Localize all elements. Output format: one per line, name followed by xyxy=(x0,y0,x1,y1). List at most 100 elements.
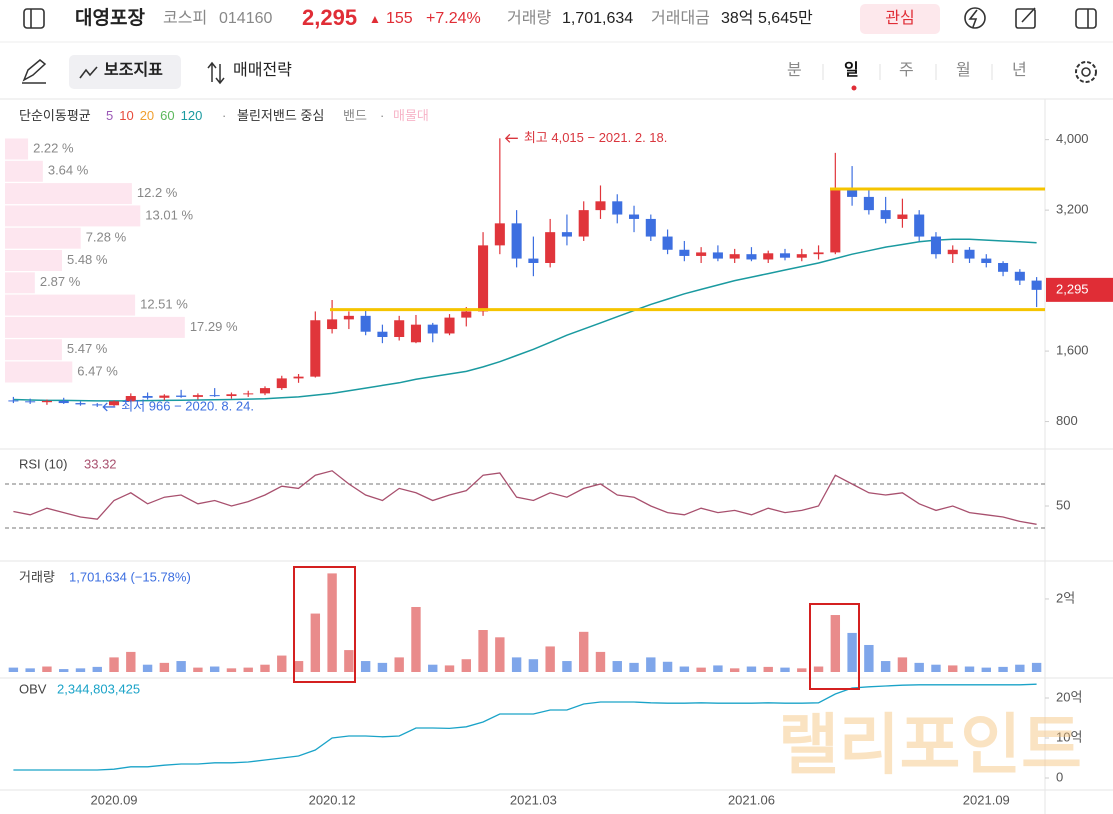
period[interactable]: 일 xyxy=(844,62,859,79)
ma-legend-item[interactable]: 60 xyxy=(160,108,175,123)
draw-icon[interactable] xyxy=(22,59,47,84)
amount-label: 거래대금 xyxy=(651,10,710,27)
stock-name: 대영포장 xyxy=(75,8,145,29)
period[interactable]: 주 xyxy=(899,62,914,79)
volume-bar xyxy=(478,630,488,672)
volume-bar xyxy=(260,664,270,672)
period[interactable]: 월 xyxy=(956,62,971,79)
volume-bar xyxy=(310,613,321,672)
x-tick-label: 2021.06 xyxy=(728,792,775,807)
candle-body xyxy=(511,223,522,259)
volume-profile-label: 7.28 % xyxy=(86,230,127,245)
volume-last: 1,701,634 (−15.78%) xyxy=(69,569,191,584)
candle-body xyxy=(142,396,153,398)
sidebar-icon[interactable] xyxy=(23,8,45,29)
volume-bar xyxy=(92,666,102,672)
volume-bar xyxy=(847,632,857,672)
volume-profile-label: 3.64 % xyxy=(48,163,89,178)
stock-code: 014160 xyxy=(219,10,273,27)
volume-label: 거래량 xyxy=(507,10,552,27)
candle-body xyxy=(914,214,925,237)
ma-legend-item[interactable]: 5 xyxy=(106,108,114,123)
volume-profile-label: 17.29 % xyxy=(190,319,238,334)
volume-bar xyxy=(25,668,35,672)
volume-bar xyxy=(528,659,539,672)
period[interactable]: 분 xyxy=(787,62,802,79)
volume-profile-label: 13.01 % xyxy=(145,207,193,222)
volume-bar xyxy=(830,615,841,672)
candle-body xyxy=(75,403,86,405)
change: 155 xyxy=(386,10,413,27)
candle-body xyxy=(159,395,170,398)
panel-icon[interactable] xyxy=(1075,8,1097,29)
y-tick-label: 1,600 xyxy=(1056,343,1089,358)
volume-bar xyxy=(59,669,69,672)
candle-body xyxy=(478,245,489,312)
volume-bar xyxy=(126,651,136,672)
volume-bar xyxy=(629,662,639,672)
strategy-label[interactable]: 매매전략 xyxy=(233,62,292,79)
candle-body xyxy=(343,315,354,320)
change-arrow: ▲ xyxy=(369,12,381,26)
volume-bar xyxy=(931,664,941,672)
volume-bar xyxy=(646,657,656,672)
flash-icon[interactable] xyxy=(964,7,986,29)
x-tick-label: 2021.03 xyxy=(510,792,557,807)
candle-body xyxy=(847,188,858,197)
volume-bar xyxy=(444,665,455,672)
candle-body xyxy=(276,378,287,389)
volume-bar xyxy=(864,644,874,672)
ma-legend-item[interactable]: 10 xyxy=(119,108,134,123)
candle-body xyxy=(360,315,371,332)
volume-bar xyxy=(42,666,52,672)
volume-bar xyxy=(377,662,388,672)
period[interactable]: 년 xyxy=(1012,62,1027,79)
watch-button[interactable] xyxy=(860,4,940,34)
y-tick-label: 10억 xyxy=(1056,729,1082,744)
volume-title: 거래량 xyxy=(19,569,55,584)
volume-bar xyxy=(696,667,706,672)
volume-bar xyxy=(612,661,622,672)
ma-line xyxy=(13,238,1037,402)
candle-body xyxy=(612,201,623,215)
volume-bar xyxy=(1015,664,1025,672)
candle-body xyxy=(897,214,908,219)
candle-body xyxy=(377,331,388,337)
x-tick-label: 2020.09 xyxy=(91,792,138,807)
candle-body xyxy=(813,252,824,255)
candle-body xyxy=(629,214,640,219)
candle-body xyxy=(998,262,1009,272)
candle-body xyxy=(494,223,505,246)
volume-bar xyxy=(763,666,773,672)
volume-bar xyxy=(344,650,354,672)
volume-bar xyxy=(428,664,438,672)
flash-icon xyxy=(968,9,978,28)
watch-label[interactable]: 관심 xyxy=(885,10,915,27)
volume-bar xyxy=(797,668,807,672)
volume-bar xyxy=(964,666,975,672)
candle-body xyxy=(427,324,438,334)
ma-legend-item[interactable]: 20 xyxy=(139,108,155,123)
indicator-button[interactable] xyxy=(69,55,181,89)
y-tick-label: 4,000 xyxy=(1056,131,1089,146)
volume-bar xyxy=(679,666,690,672)
candle-body xyxy=(209,395,220,397)
volume-bar xyxy=(511,657,522,672)
candle-body xyxy=(1031,280,1042,290)
volume-bar xyxy=(729,668,740,672)
candle-body xyxy=(561,232,572,237)
volume-bar xyxy=(780,667,790,672)
indicator-label[interactable]: 보조지표 xyxy=(104,62,163,79)
ma-legend-item[interactable]: 120 xyxy=(180,108,203,123)
settings-icon[interactable] xyxy=(1075,61,1097,83)
volume-profile-bar xyxy=(5,227,81,249)
volume-bar xyxy=(579,631,589,672)
candle-body xyxy=(964,249,975,259)
volume-profile-label: 12.2 % xyxy=(137,185,178,200)
candle-body xyxy=(125,396,136,402)
x-tick-label: 2020.12 xyxy=(309,792,356,807)
candle-body xyxy=(796,254,807,258)
edit-icon[interactable] xyxy=(1015,8,1036,29)
candle-body xyxy=(259,388,271,394)
